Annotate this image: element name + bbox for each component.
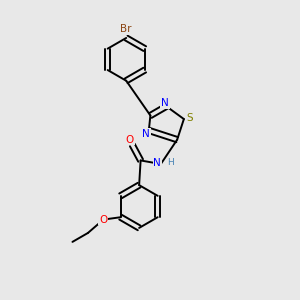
Text: S: S xyxy=(186,112,193,123)
Text: Br: Br xyxy=(121,24,132,34)
Text: N: N xyxy=(161,98,169,108)
Text: N: N xyxy=(142,129,150,139)
Text: O: O xyxy=(126,135,134,145)
Text: H: H xyxy=(167,158,174,167)
Text: N: N xyxy=(153,158,161,168)
Text: O: O xyxy=(99,214,107,225)
